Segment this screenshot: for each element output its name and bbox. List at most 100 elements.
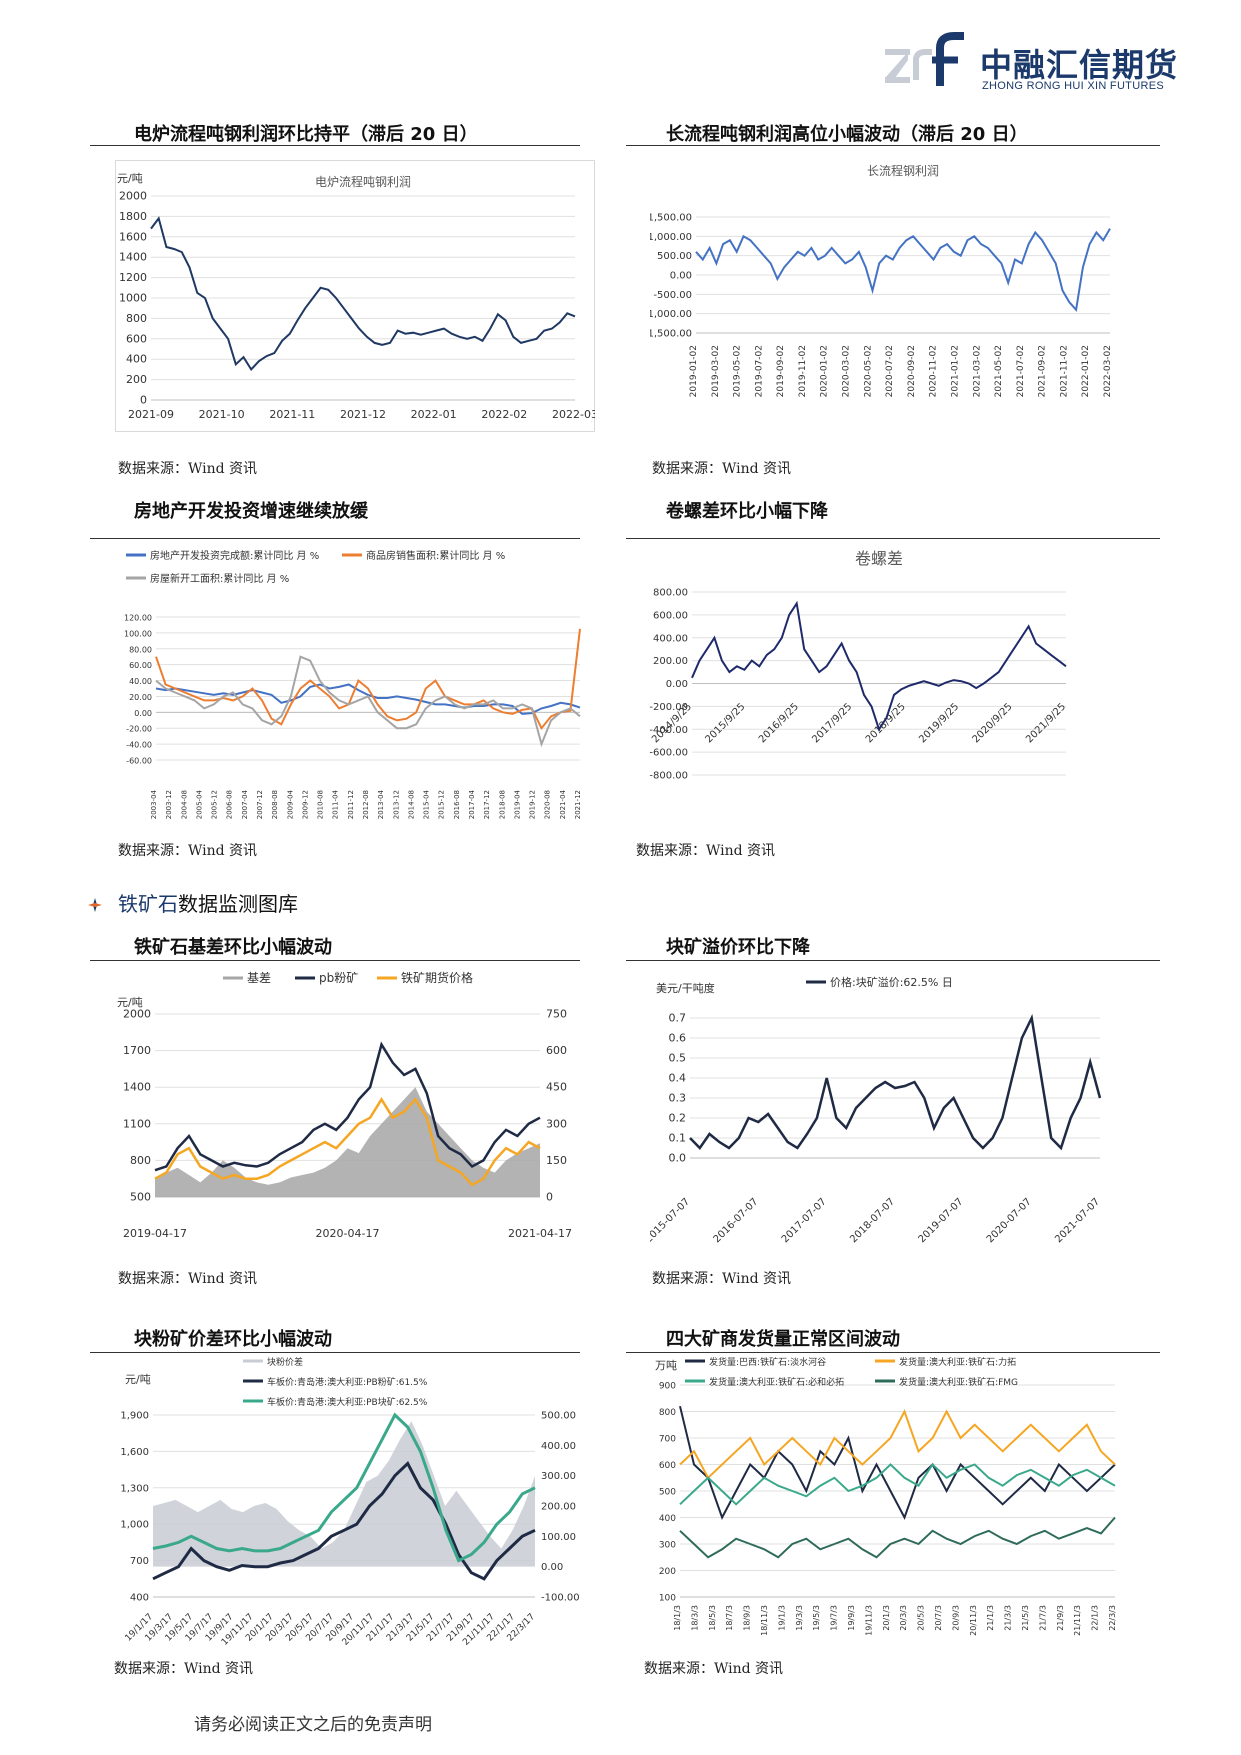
x-tick-label: 2020-03-02 bbox=[842, 345, 852, 397]
x-tick-label: 2015-07-07 bbox=[650, 1196, 692, 1245]
series-area-1 bbox=[155, 1087, 540, 1197]
x-tick-label: 2016-07-07 bbox=[712, 1196, 761, 1245]
y-tick-label: 60.00 bbox=[129, 661, 152, 670]
y-tick-label: 1800 bbox=[119, 210, 147, 223]
y-tick-label: 600 bbox=[126, 332, 147, 345]
series-line-1 bbox=[689, 1013, 1102, 1151]
y-tick-label: 1,600 bbox=[120, 1447, 149, 1458]
panel-rule-1 bbox=[90, 145, 580, 146]
x-tick-label: 2021-12 bbox=[340, 408, 386, 421]
legend-label: 车板价:青岛港:澳大利亚:PB粉矿:61.5% bbox=[267, 1376, 428, 1388]
x-tick-label: 2017-07-07 bbox=[780, 1196, 829, 1245]
x-tick-label: 20/11/3 bbox=[969, 1605, 978, 1636]
diamond-bullet-icon bbox=[88, 893, 102, 912]
panel-rule-6 bbox=[626, 960, 1160, 961]
x-tick-label: 2021-11-02 bbox=[1059, 345, 1069, 397]
x-tick-label: 2017-12 bbox=[483, 790, 491, 819]
source-5: 数据来源：Wind 资讯 bbox=[118, 1271, 258, 1287]
legend-label: 价格:块矿溢价:62.5% 日 bbox=[830, 975, 953, 989]
panel-title-7: 块粉矿价差环比小幅波动 bbox=[134, 1329, 332, 1350]
y-axis-label: 元/吨 bbox=[117, 172, 143, 185]
y2-tick-label: 450 bbox=[546, 1081, 567, 1094]
x-tick-label: 2011-04 bbox=[332, 789, 340, 819]
series-line-3 bbox=[679, 1462, 1116, 1506]
y-tick-label: 300 bbox=[659, 1541, 676, 1551]
x-tick-label: 2019-07-02 bbox=[754, 345, 764, 397]
x-tick-label: 2021-04 bbox=[559, 789, 567, 819]
y-tick-label: 20.00 bbox=[129, 693, 152, 702]
legend-label: pb粉矿 bbox=[319, 971, 358, 985]
series-line-4 bbox=[679, 1516, 1116, 1559]
x-tick-label: 18/5/3 bbox=[708, 1605, 717, 1631]
disclaimer-footer: 请务必阅读正文之后的免责声明 bbox=[194, 1715, 432, 1735]
x-tick-label: 2019-04 bbox=[513, 789, 521, 819]
legend-label: 发货量:澳大利亚:铁矿石:必和必拓 bbox=[709, 1376, 844, 1388]
y-tick-label: 1400 bbox=[119, 251, 147, 264]
y-tick-label: 800 bbox=[126, 312, 147, 325]
x-tick-label: 2009-04 bbox=[286, 789, 294, 819]
x-tick-label: 2019-11-02 bbox=[798, 345, 808, 397]
y-tick-label: 2000 bbox=[123, 1008, 151, 1021]
series-line-3 bbox=[152, 1412, 536, 1563]
y-tick-label: 40.00 bbox=[129, 677, 152, 686]
x-tick-label: 22/1/3 bbox=[1091, 1605, 1100, 1631]
panel-rule-5 bbox=[90, 960, 580, 961]
chart-title: 卷螺差 bbox=[855, 549, 903, 568]
series-line-2 bbox=[152, 1461, 536, 1581]
x-tick-label: 2008-08 bbox=[271, 790, 279, 819]
x-tick-label: 2013-12 bbox=[392, 790, 400, 819]
x-tick-label: 18/1/3 bbox=[673, 1605, 682, 1631]
y-tick-label: 900 bbox=[659, 1382, 676, 1392]
y-axis-label: 万吨 bbox=[655, 1359, 677, 1372]
x-tick-label: 2015-12 bbox=[438, 790, 446, 819]
x-tick-label: 2018-07-07 bbox=[848, 1196, 897, 1245]
x-tick-label: 22/3/3 bbox=[1108, 1605, 1117, 1631]
company-logo-mark bbox=[885, 32, 964, 86]
series-line-2 bbox=[155, 628, 581, 731]
chart-four-miners-shipments: 万吨 100 200 300 400 500 600 700 800 900 18/1/3 18/3/… bbox=[655, 1356, 1117, 1636]
y2-tick-label: 750 bbox=[546, 1008, 567, 1021]
panel-rule-4 bbox=[626, 538, 1160, 539]
x-tick-label: 2021/9/25 bbox=[1024, 701, 1068, 745]
x-tick-label: 2021-07-07 bbox=[1053, 1196, 1102, 1245]
series-line-2 bbox=[154, 1041, 541, 1172]
x-tick-label: 18/7/3 bbox=[725, 1605, 734, 1631]
source-7: 数据来源：Wind 资讯 bbox=[114, 1661, 254, 1677]
series-line-3 bbox=[155, 655, 581, 748]
series-line-1 bbox=[691, 600, 1067, 732]
y-tick-label: 1,900 bbox=[120, 1411, 149, 1422]
x-tick-label: 19/7/3 bbox=[830, 1605, 839, 1631]
x-tick-label: 2021-09 bbox=[128, 408, 174, 421]
x-tick-label: 2020-08 bbox=[544, 790, 552, 819]
y-tick-label: -200.00 bbox=[649, 702, 688, 713]
legend-label: 发货量:澳大利亚:铁矿石:力拓 bbox=[899, 1356, 1016, 1368]
chart-iron-ore-basis: 元/吨 500 800 1100 1400 1700 2000 0 150 300 450 600 75… bbox=[117, 970, 572, 1240]
y-tick-label: 0.3 bbox=[669, 1092, 687, 1105]
x-tick-label: 2016/9/25 bbox=[757, 701, 801, 745]
x-tick-label: 2022-03 bbox=[552, 408, 595, 421]
y-tick-label: 0.00 bbox=[666, 679, 688, 690]
chart-lump-fines-spread: 元/吨 400 700 1,000 1,300 1,600 1,900 -100.00 0.00… bbox=[120, 1356, 579, 1647]
x-tick-label: 2019-03-02 bbox=[711, 345, 721, 397]
y-tick-label: 600 bbox=[659, 1461, 676, 1471]
y-tick-label: 700 bbox=[130, 1556, 149, 1567]
y-tick-label: 700 bbox=[659, 1435, 676, 1445]
y2-tick-label: 500.00 bbox=[541, 1411, 576, 1422]
panel-title-3: 房地产开发投资增速继续放缓 bbox=[134, 501, 368, 522]
x-tick-label: 2013-04 bbox=[377, 789, 385, 819]
x-tick-label: 2022-01 bbox=[411, 408, 457, 421]
y2-tick-label: 0.00 bbox=[541, 1562, 563, 1573]
y-tick-label: 500 bbox=[130, 1191, 151, 1204]
x-tick-label: 2019-12 bbox=[529, 790, 537, 819]
y-tick-label: 0.6 bbox=[669, 1032, 687, 1045]
legend-label: 房地产开发投资完成额:累计同比 月 % bbox=[150, 549, 319, 562]
x-tick-label: 19/3/3 bbox=[795, 1605, 804, 1631]
source-4: 数据来源：Wind 资讯 bbox=[636, 843, 776, 859]
x-tick-label: 2004-08 bbox=[180, 790, 188, 819]
y-tick-label: -1,000.00 bbox=[650, 309, 692, 320]
y-tick-label: 800.00 bbox=[653, 588, 688, 599]
y-tick-label: 500 bbox=[659, 1488, 676, 1498]
x-tick-label: 2015/9/25 bbox=[704, 701, 748, 745]
x-tick-label: 2021-04-17 bbox=[508, 1227, 572, 1240]
y-tick-label: 1700 bbox=[123, 1044, 151, 1057]
